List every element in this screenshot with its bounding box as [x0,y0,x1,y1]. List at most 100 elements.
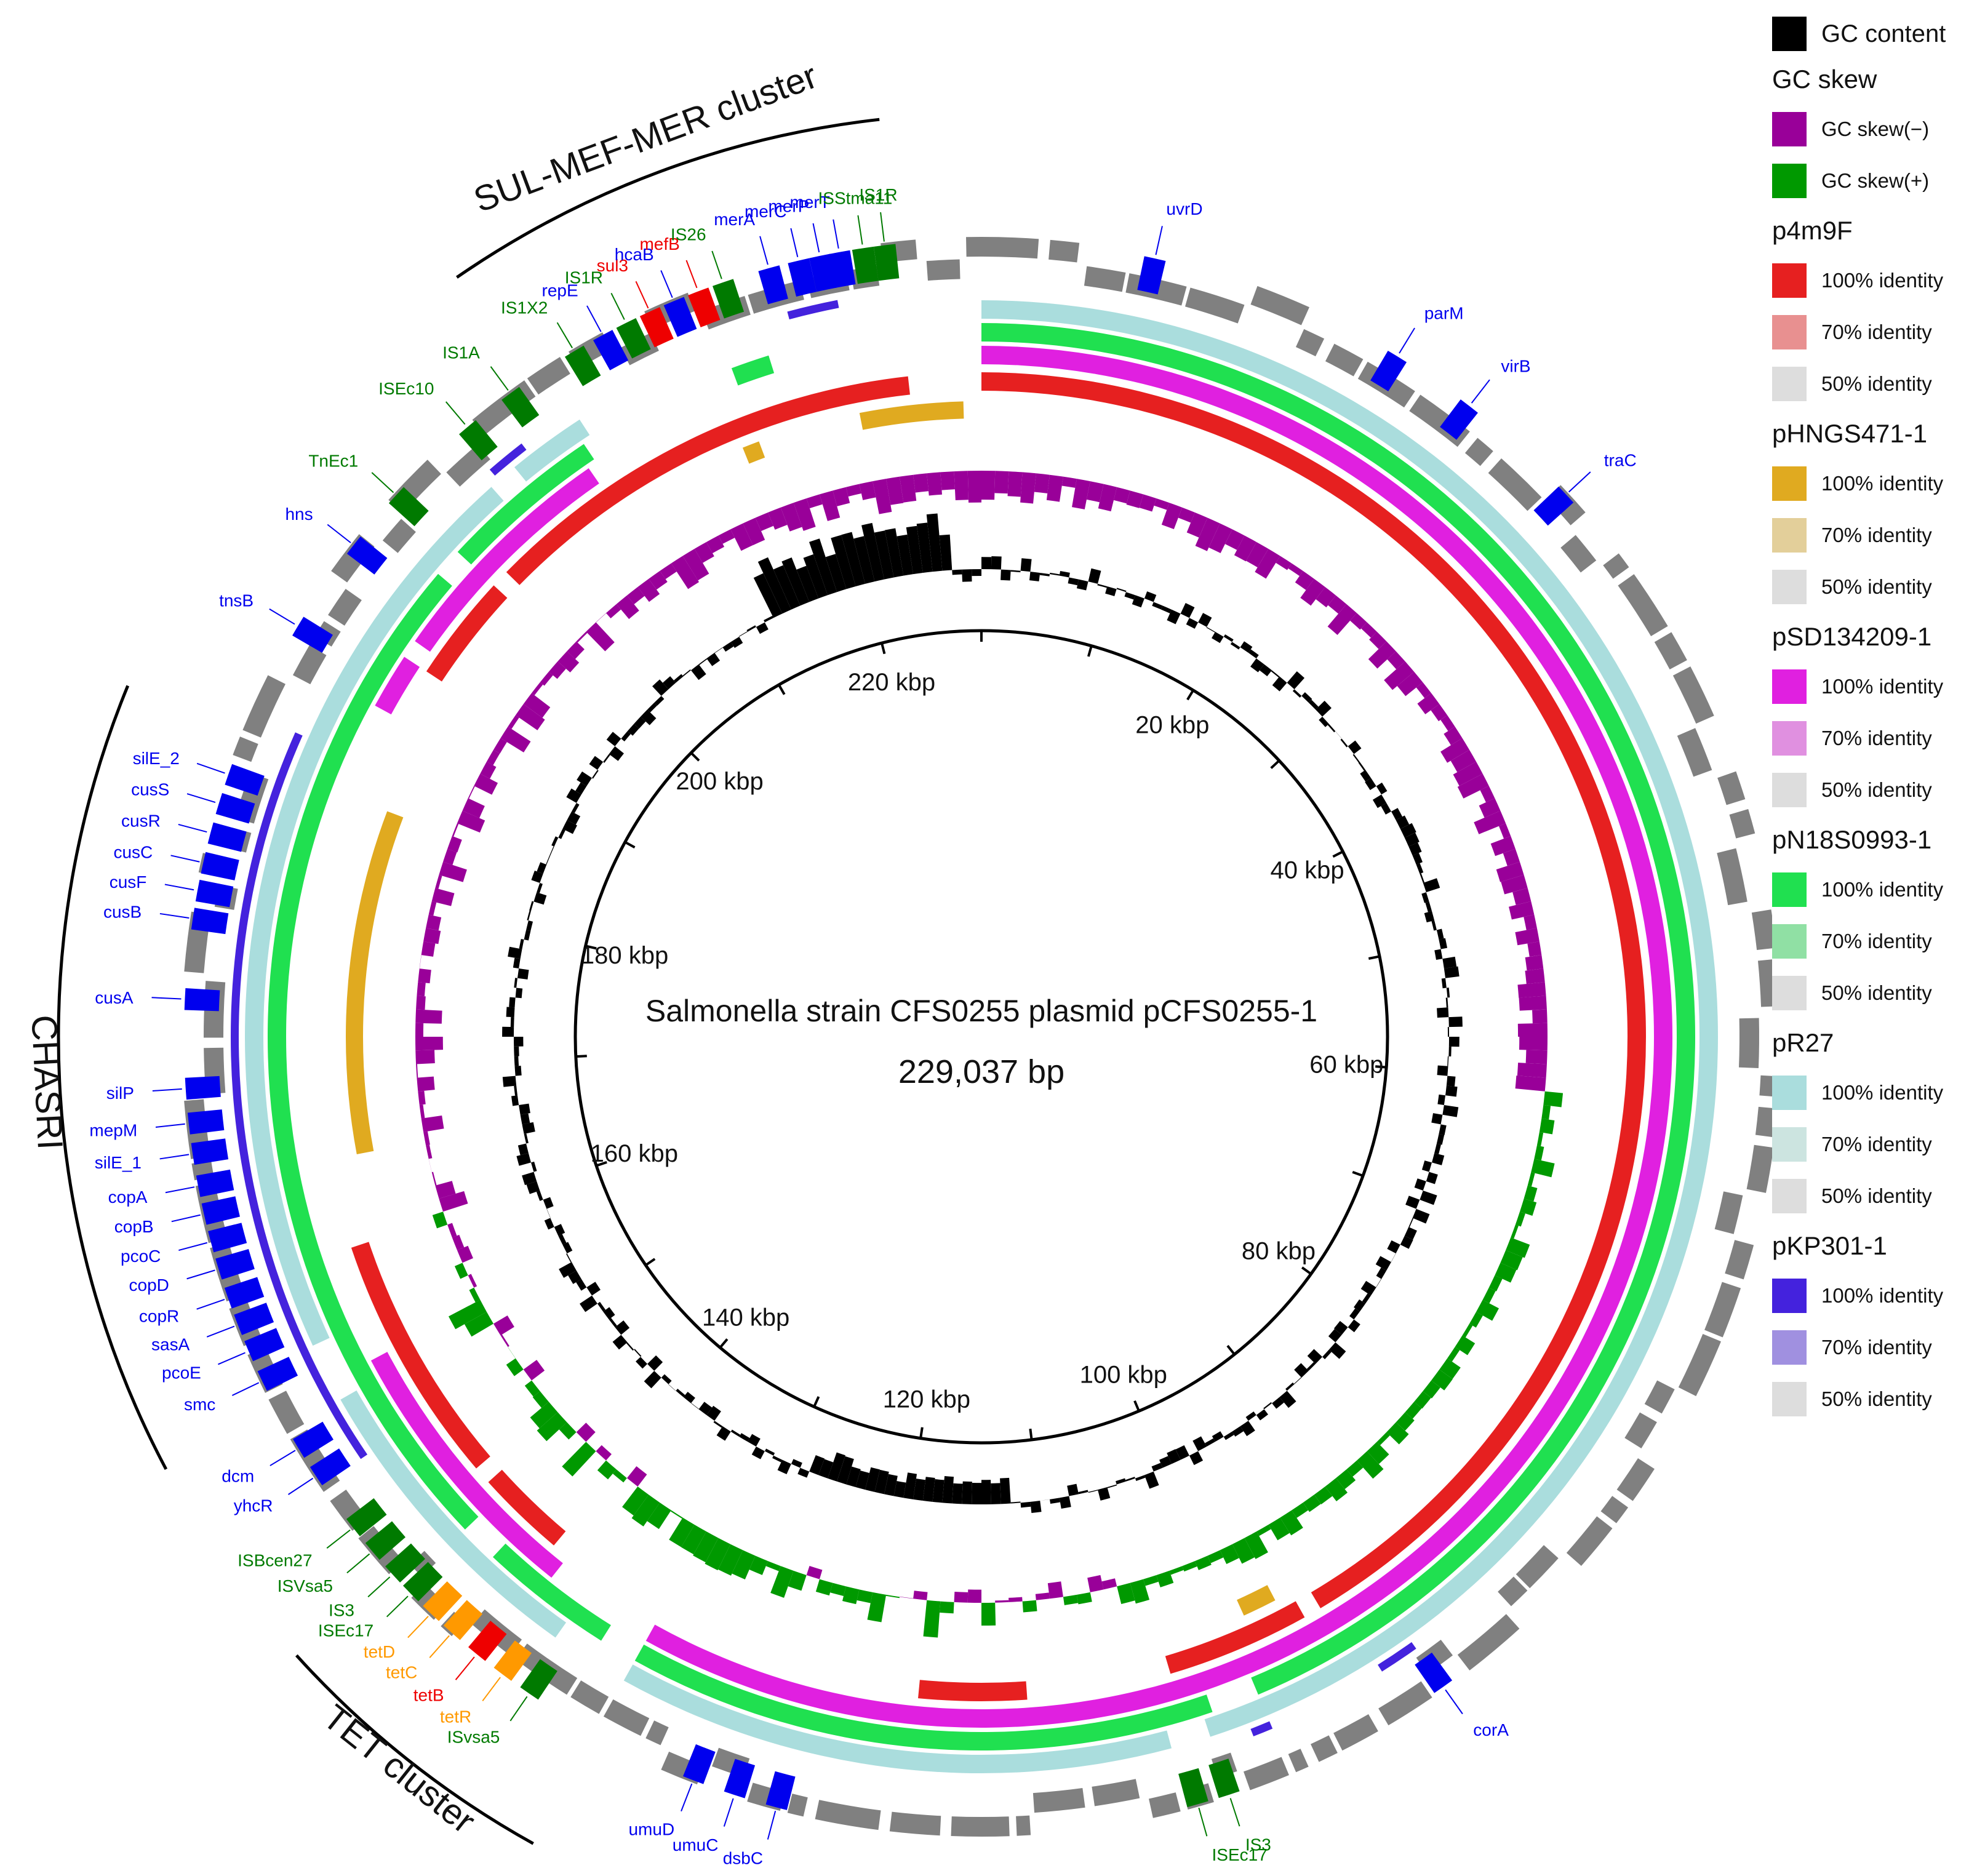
legend-identity-row: 70% identity [1772,712,1969,764]
gc-content-bar [1287,671,1305,690]
gc-content-bar [1167,1449,1181,1464]
gc-content-bar [580,1295,597,1312]
legend-swatch [1772,1279,1807,1313]
gc-skew-bar [1300,578,1325,606]
legend-swatch [1772,669,1807,704]
gene-label: pcoC [121,1247,161,1266]
identity-segment-pN18S0993-1 [492,1543,611,1641]
gc-skew-bar [576,631,588,643]
legend-identity-row: 100% identity [1772,255,1969,306]
legend-gc-skew-pos-label: GC skew(+) [1821,169,1930,192]
gc-skew-bar [788,1570,807,1591]
gene-label: tetB [413,1685,444,1704]
gc-content-bar [962,569,972,582]
cds-block [926,259,961,281]
cds-block [889,1811,941,1836]
gc-content-bar [962,1481,972,1504]
gc-content-bar [1230,642,1240,650]
gc-content-bar [1446,988,1450,998]
gc-content-bar [1376,1279,1382,1288]
gc-content-bar [522,1172,537,1186]
kbp-tick [1352,1170,1364,1177]
gc-skew-bar [1288,563,1303,577]
gc-content-bar [1189,1451,1204,1466]
kbp-tick-label: 220 kbp [848,669,935,696]
gc-skew-bar [548,661,566,679]
identity-rings [230,300,1718,1773]
cds-block [645,1720,669,1746]
gc-content-bar [906,525,923,575]
gc-skew-bar [417,982,426,997]
gc-content-bar [884,1474,898,1496]
gc-skew-bar [468,1274,477,1288]
gene-leader [1198,1807,1208,1837]
gc-skew-bar [1396,1412,1415,1431]
gc-content-bar [1040,1499,1050,1501]
cds-block [328,588,362,626]
gc-content-bar [874,1469,889,1495]
kbp-tick [596,1160,607,1167]
gc-content-bar [1408,1218,1414,1227]
gc-content-bar [1328,1342,1346,1359]
gc-content-bar [634,1349,642,1357]
gc-skew-bar [423,1131,430,1146]
gc-content-bar [942,1476,954,1504]
gene-feature-cusB [191,908,229,935]
gc-content-bar [791,1459,802,1468]
gc-skew-bar [749,1555,769,1575]
gc-skew-bar [486,749,500,765]
gc-skew-bar [626,586,645,605]
cds-block [1729,808,1755,839]
gc-content-bar [537,883,543,893]
gc-content-bar [634,716,646,729]
gc-skew-bar [452,823,459,837]
gc-content-bar [1420,873,1425,884]
gc-content-bar [621,731,631,742]
gc-skew-bar [885,1594,900,1599]
cds-block [527,357,570,395]
gc-content-bar [1447,1056,1449,1066]
gene-feature-smc [257,1357,298,1391]
gc-content-bar [932,1479,945,1503]
gene-label: merP [768,197,809,216]
gene-label: ISStma11 [818,188,892,207]
gc-skew-bar [622,1487,649,1516]
gene-label: pcoE [162,1363,201,1382]
identity-segment-pSD134209-1 [375,657,420,715]
gene-feature-silP [185,1076,221,1100]
cds-block [1738,1018,1759,1069]
gc-skew-bar [706,535,725,554]
gene-leader [445,401,466,425]
gc-content-bar [529,901,534,911]
identity-segment-pN18S0993-1 [457,444,594,565]
legend-swatch [1772,1179,1807,1213]
gc-content-bar [1105,586,1117,596]
gene-label: merT [790,193,830,212]
gc-content-bar [544,1218,554,1230]
identity-segment-pKP301-1 [1378,1642,1416,1672]
gene-leader [660,270,673,298]
gene-feature-IS26 [713,279,745,319]
cds-block [1566,1516,1613,1567]
gc-content-swatch [1772,17,1807,51]
gene-feature-IS1X2 [564,345,601,386]
gc-skew-bar [981,1602,996,1626]
gc-skew-bar [1541,1104,1551,1120]
gene-label: merC [745,202,786,221]
gc-skew-bar [508,715,519,729]
gc-skew-bar [873,479,892,514]
gc-content-bar [603,754,610,763]
gene-leader [155,1123,185,1128]
gc-content-bar [757,557,791,614]
gc-content-bar [577,771,592,786]
gene-leader [186,1269,215,1280]
gc-skew-bar [596,1445,612,1461]
gene-leader [812,223,820,253]
gc-skew-bar [559,1422,577,1440]
gc-skew-bar [1525,1050,1548,1064]
gc-content-bar [514,1056,519,1066]
gc-skew-bar [562,1442,596,1477]
gc-content-bar [1426,1172,1438,1184]
gc-skew-bar [1431,1369,1453,1391]
gc-content-bar [1030,1501,1042,1514]
